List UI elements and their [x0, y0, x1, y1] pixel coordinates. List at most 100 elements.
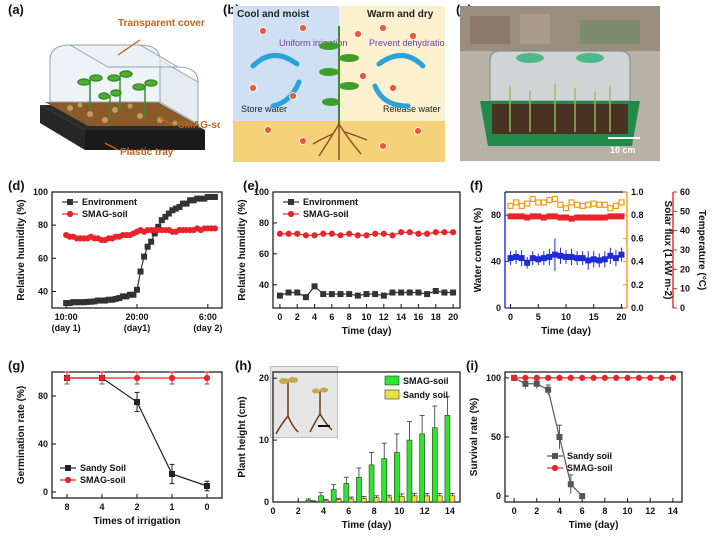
y-tick-label-f-0: 0: [496, 303, 501, 313]
point-f-0-6: [540, 255, 547, 262]
yr2-tick-label-f-0: 0: [680, 303, 685, 313]
bar-h-1-1: [323, 500, 329, 503]
point-f-0-2: [518, 255, 525, 262]
point-f-2-1: [512, 199, 520, 206]
point-f-1-20: [618, 213, 625, 220]
y-tick-label-h-2: 20: [259, 373, 269, 383]
point-d-0-34: [183, 200, 190, 207]
point-f-0-5: [535, 256, 542, 263]
legend-label-i-0: Sandy soil: [567, 451, 612, 461]
x-axis-label-g: Times of irrigation: [93, 516, 180, 527]
y-axis-label-e: Relative humidity (%): [237, 199, 248, 300]
y-tick-label-f-2: 80: [491, 210, 501, 220]
point-f-2-9: [557, 201, 564, 208]
point-e-0-2: [294, 289, 301, 296]
x-axis-label-f: Time (day): [541, 326, 591, 337]
y-tick-label-e-0: 40: [259, 280, 269, 290]
bar-h-1-5: [373, 497, 380, 503]
x-tick-label-i-3: 6: [580, 506, 585, 516]
point-e-0-16: [415, 289, 422, 296]
point-g-0-2: [134, 399, 140, 405]
legend-swatch-h-1: [384, 389, 400, 400]
point-e-1-0: [276, 230, 284, 237]
x-tick-label-e-1: 2: [295, 312, 300, 322]
point-e-1-9: [354, 232, 361, 239]
point-e-0-12: [380, 292, 387, 299]
x-tick-sub-label-d-0: (day 1): [52, 323, 81, 333]
release-water-text: Release water: [383, 104, 441, 114]
point-g-0-3: [169, 471, 175, 477]
bar-h-1-7: [399, 496, 405, 503]
bar-h-1-4: [361, 497, 367, 503]
x-tick-label-e-7: 14: [396, 312, 406, 322]
warm-dry-title: Warm and dry: [367, 9, 434, 20]
y-tick-label-e-3: 100: [254, 187, 269, 197]
x-tick-label-f-0: 0: [508, 312, 513, 322]
point-i-1-4: [556, 374, 563, 382]
point-i-0-4: [556, 434, 563, 440]
point-i-1-3: [545, 374, 552, 382]
point-i-1-7: [590, 374, 597, 382]
yr-tick-label-f-3: 0.6: [631, 233, 644, 243]
point-e-0-18: [432, 287, 439, 294]
bar-h-1-2: [335, 499, 342, 503]
point-e-1-18: [432, 229, 439, 236]
point-i-1-13: [658, 374, 665, 382]
y-tick-label-g-2: 80: [38, 391, 48, 401]
point-e-1-17: [424, 230, 431, 237]
series-e-0: [276, 283, 457, 301]
bar-series-h-1: [310, 492, 456, 503]
point-i-1-5: [567, 374, 574, 382]
y-axis-label-f: Water content (%): [473, 208, 484, 293]
x-tick-label-f-2: 10: [561, 312, 571, 322]
y-tick-label-d-1: 60: [38, 253, 48, 263]
yr-tick-label-f-0: 0.0: [631, 303, 644, 313]
x-tick-label-i-5: 10: [623, 506, 633, 516]
bar-h-1-6: [386, 496, 393, 503]
point-e-1-6: [328, 230, 335, 237]
point-f-1-11: [568, 215, 575, 222]
x-axis-label-h: Time (day): [342, 520, 392, 531]
point-e-0-0: [276, 292, 283, 299]
yr2-tick-label-f-2: 20: [680, 264, 690, 274]
point-d-0-29: [165, 210, 172, 217]
bar-h-0-9: [419, 433, 425, 503]
bar-h-1-9: [424, 495, 430, 503]
point-f-1-17: [601, 214, 608, 221]
point-f-1-8: [551, 213, 558, 220]
point-f-2-18: [607, 205, 614, 212]
series-d-0: [63, 193, 218, 307]
yr-tick-label-f-5: 1.0: [631, 187, 644, 197]
point-g-0-4: [204, 483, 210, 489]
y-axis-label-h: Plant height (cm): [237, 396, 248, 477]
point-d-0-21: [137, 268, 144, 275]
x-tick-label-h-3: 6: [346, 506, 351, 516]
point-f-0-8: [551, 251, 558, 258]
point-f-2-8: [551, 195, 559, 203]
y-tick-label-f-1: 40: [491, 257, 501, 267]
point-f-1-6: [540, 214, 547, 221]
point-f-1-12: [574, 214, 581, 221]
y-tick-label-d-2: 80: [38, 220, 48, 230]
panel-label-g: (g): [8, 358, 25, 373]
cool-moist-title: Cool and moist: [237, 9, 310, 20]
legend-label-e-1: SMAG-soil: [303, 209, 349, 219]
x-tick-label-h-4: 8: [372, 506, 377, 516]
legend-marker-i-1: [551, 464, 559, 472]
x-tick-label-e-6: 12: [379, 312, 389, 322]
y-tick-label-e-1: 60: [259, 249, 269, 259]
series-i-0: [511, 374, 586, 500]
x-tick-label-i-4: 8: [602, 506, 607, 516]
panel-h-inset-photo: [270, 366, 338, 438]
point-f-2-15: [590, 200, 597, 207]
point-d-0-22: [141, 253, 148, 260]
bar-h-0-3: [343, 483, 350, 503]
point-e-0-6: [328, 291, 335, 298]
point-g-1-4: [203, 374, 211, 382]
y-tick-label-i-0: 0: [496, 491, 501, 501]
point-d-0-23: [144, 243, 151, 250]
point-f-1-10: [563, 214, 569, 221]
point-f-1-9: [557, 214, 564, 221]
yr-tick-label-f-2: 0.4: [631, 257, 644, 267]
chart-h: 0 10 20 Plant height (cm) Time (day) 0 2 4 6 8 10 1…: [237, 371, 461, 531]
